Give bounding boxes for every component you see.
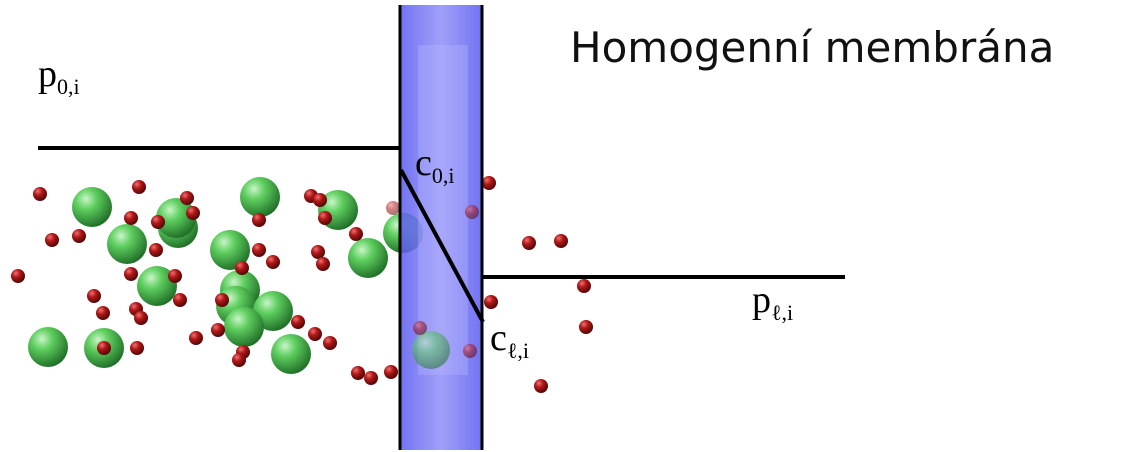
- small-molecule: [180, 191, 194, 205]
- small-molecule: [463, 344, 477, 358]
- large-molecule: [412, 331, 450, 369]
- small-molecule: [482, 176, 496, 190]
- small-molecule: [124, 267, 138, 281]
- small-molecule: [386, 201, 400, 215]
- particles: [11, 176, 593, 393]
- small-molecule: [72, 229, 86, 243]
- small-molecule: [554, 234, 568, 248]
- small-molecule: [316, 257, 330, 271]
- small-molecule: [151, 215, 165, 229]
- small-molecule: [351, 366, 365, 380]
- label-main: p: [38, 53, 57, 95]
- label-main: c: [490, 317, 507, 359]
- label-sub: 0,i: [432, 163, 455, 188]
- large-molecule: [348, 238, 388, 278]
- small-molecule: [323, 336, 337, 350]
- small-molecule: [364, 371, 378, 385]
- small-molecule: [173, 293, 187, 307]
- title: Homogenní membrána: [570, 23, 1054, 72]
- small-molecule: [235, 261, 249, 275]
- large-molecule: [271, 334, 311, 374]
- small-molecule: [577, 279, 591, 293]
- large-molecule: [240, 177, 280, 217]
- large-molecule: [72, 187, 112, 227]
- small-molecule: [87, 289, 101, 303]
- small-molecule: [33, 187, 47, 201]
- small-molecule: [130, 341, 144, 355]
- label-main: p: [752, 279, 771, 321]
- small-molecule: [232, 353, 246, 367]
- small-molecule: [318, 211, 332, 225]
- label-main: c: [415, 142, 432, 184]
- small-molecule: [252, 243, 266, 257]
- label-sub: ℓ,i: [507, 338, 529, 363]
- large-molecule: [107, 224, 147, 264]
- small-molecule: [149, 243, 163, 257]
- small-molecule: [313, 193, 327, 207]
- small-molecule: [124, 211, 138, 225]
- small-molecule: [384, 365, 398, 379]
- small-molecule: [189, 331, 203, 345]
- small-molecule: [266, 255, 280, 269]
- small-molecule: [45, 233, 59, 247]
- small-molecule: [11, 269, 25, 283]
- small-molecule: [134, 311, 148, 325]
- label: pℓ,i: [752, 279, 793, 325]
- small-molecule: [534, 379, 548, 393]
- label: p0,i: [38, 53, 80, 99]
- label-sub: 0,i: [57, 74, 80, 99]
- diagram: Homogenní membrána p0,i c0,i pℓ,i cℓ,i: [0, 0, 1130, 452]
- small-molecule: [522, 236, 536, 250]
- small-molecule: [349, 227, 363, 241]
- small-molecule: [413, 321, 427, 335]
- small-molecule: [97, 341, 111, 355]
- small-molecule: [215, 293, 229, 307]
- small-molecule: [186, 206, 200, 220]
- small-molecule: [211, 323, 225, 337]
- small-molecule: [252, 213, 266, 227]
- label: cℓ,i: [490, 317, 529, 363]
- small-molecule: [168, 269, 182, 283]
- large-molecule: [224, 307, 264, 347]
- small-molecule: [465, 205, 479, 219]
- small-molecule: [291, 315, 305, 329]
- small-molecule: [484, 295, 498, 309]
- large-molecule: [28, 327, 68, 367]
- label-sub: ℓ,i: [771, 300, 793, 325]
- small-molecule: [308, 327, 322, 341]
- small-molecule: [96, 306, 110, 320]
- small-molecule: [311, 245, 325, 259]
- small-molecule: [132, 180, 146, 194]
- small-molecule: [579, 320, 593, 334]
